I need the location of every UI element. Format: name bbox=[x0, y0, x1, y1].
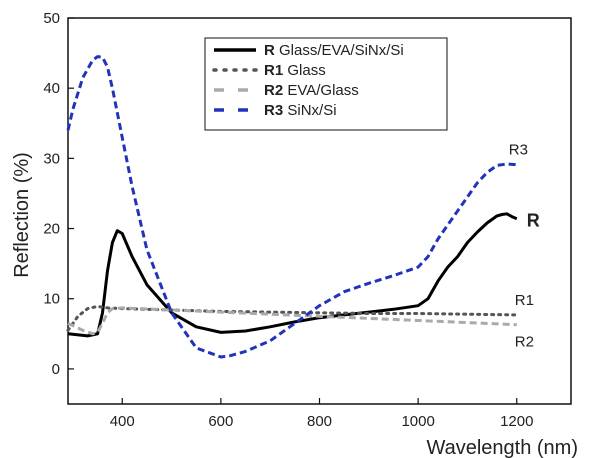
series-line-r2 bbox=[67, 306, 517, 336]
end-label-r1: R1 bbox=[515, 292, 534, 309]
legend-series-name: R2 bbox=[264, 82, 283, 99]
end-label-r: R bbox=[527, 211, 540, 231]
y-tick-label: 30 bbox=[43, 150, 60, 167]
series-lines bbox=[66, 55, 519, 359]
y-tick-label: 50 bbox=[43, 10, 60, 27]
x-axis-title: Wavelength (nm) bbox=[426, 437, 578, 458]
x-tick-label: 600 bbox=[208, 413, 233, 430]
x-tick-label: 800 bbox=[307, 413, 332, 430]
legend-series-desc: Glass/EVA/SiNx/Si bbox=[275, 42, 404, 59]
legend-series-name: R3 bbox=[264, 102, 283, 119]
legend-series-desc: EVA/Glass bbox=[283, 82, 359, 99]
series-line-r bbox=[67, 212, 518, 338]
x-axis-ticks: 400 600 800 1000 1200 bbox=[110, 398, 533, 430]
end-label-r3: R3 bbox=[509, 142, 528, 159]
y-tick-label: 10 bbox=[43, 291, 60, 308]
legend-entry-r3: R3 SiNx/Si bbox=[264, 102, 337, 119]
legend-series-name: R1 bbox=[264, 62, 283, 79]
end-label-r2: R2 bbox=[515, 334, 534, 351]
x-tick-label: 400 bbox=[110, 413, 135, 430]
legend-entry-r1: R1 Glass bbox=[264, 62, 326, 79]
legend-entry-r2: R2 EVA/Glass bbox=[264, 82, 359, 99]
x-tick-label: 1200 bbox=[500, 413, 533, 430]
series-line-r1 bbox=[66, 304, 519, 332]
series-end-labels: R R1 R2 R3 bbox=[509, 142, 540, 351]
y-axis-ticks: 0 10 20 30 40 50 bbox=[43, 10, 74, 378]
x-tick-label: 1000 bbox=[401, 413, 434, 430]
legend-box bbox=[204, 37, 448, 131]
legend-series-desc: Glass bbox=[283, 62, 326, 79]
legend-series-desc: SiNx/Si bbox=[283, 102, 336, 119]
y-tick-label: 0 bbox=[52, 361, 60, 378]
legend-entry-r: R Glass/EVA/SiNx/Si bbox=[264, 42, 404, 59]
legend-series-name: R bbox=[264, 42, 275, 59]
y-axis-title: Reflection (%) bbox=[11, 152, 33, 278]
y-tick-label: 20 bbox=[43, 221, 60, 238]
series-line-r3 bbox=[66, 55, 517, 359]
y-tick-label: 40 bbox=[43, 80, 60, 97]
